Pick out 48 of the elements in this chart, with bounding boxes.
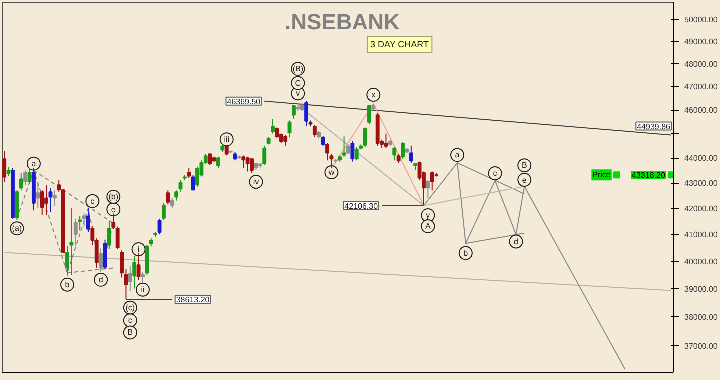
y-tick-label: 46000.00 [684, 106, 718, 116]
data-label: iii [224, 135, 230, 144]
data-label: d [98, 275, 104, 284]
data-label: y [426, 211, 430, 220]
data-label: 38613.20 [176, 296, 210, 305]
data-label: (c) [126, 303, 136, 312]
data-label: B [522, 161, 528, 170]
data-label: 42106.30 [344, 202, 379, 211]
y-tick-label: 44000.00 [684, 154, 718, 164]
y-tick-label: 40000.00 [684, 257, 718, 266]
data-label: e [111, 206, 116, 215]
data-label: C [295, 78, 302, 88]
data-label: x [372, 90, 376, 100]
y-tick-label: 38000.00 [684, 312, 718, 322]
data-label: c [493, 169, 498, 178]
data-label: B [128, 328, 134, 338]
data-label: (B) [292, 64, 304, 74]
data-label: Price [592, 170, 612, 180]
y-tick-label: 42000.00 [684, 204, 718, 214]
y-tick-label: 50000.00 [684, 16, 718, 25]
data-label: a [455, 150, 460, 160]
y-tick-label: 43000.00 [684, 179, 718, 188]
data-label: b [464, 248, 469, 258]
data-label: (b) [108, 192, 119, 202]
data-label: b [65, 280, 70, 290]
data-label: c [90, 196, 95, 206]
data-label: ii [141, 285, 145, 294]
data-label: c [128, 316, 132, 326]
data-label: 46369.50 [227, 97, 262, 106]
data-label: 44939.86 [637, 122, 672, 132]
data-label: v [296, 89, 300, 98]
data-label: i [138, 245, 140, 254]
y-tick-label: 47000.00 [684, 82, 718, 92]
data-label: a [32, 159, 37, 168]
data-label: w [328, 168, 335, 178]
data-label: 43318.20 [632, 171, 666, 180]
data-label: d [514, 237, 518, 246]
y-tick-label: 41000.00 [684, 230, 718, 240]
annotation: 3 DAY CHART [370, 40, 430, 50]
data-label: (a) [12, 224, 22, 234]
y-tick-label: 49000.00 [684, 38, 718, 47]
y-tick-label: 39000.00 [684, 284, 718, 294]
y-tick-label: 48000.00 [684, 60, 718, 69]
chart-title: .NSEBANK [285, 10, 400, 34]
data-label: A [426, 222, 432, 231]
data-label: e [522, 176, 528, 186]
data-label: iv [253, 178, 260, 187]
y-tick-label: 37000.00 [684, 342, 718, 351]
